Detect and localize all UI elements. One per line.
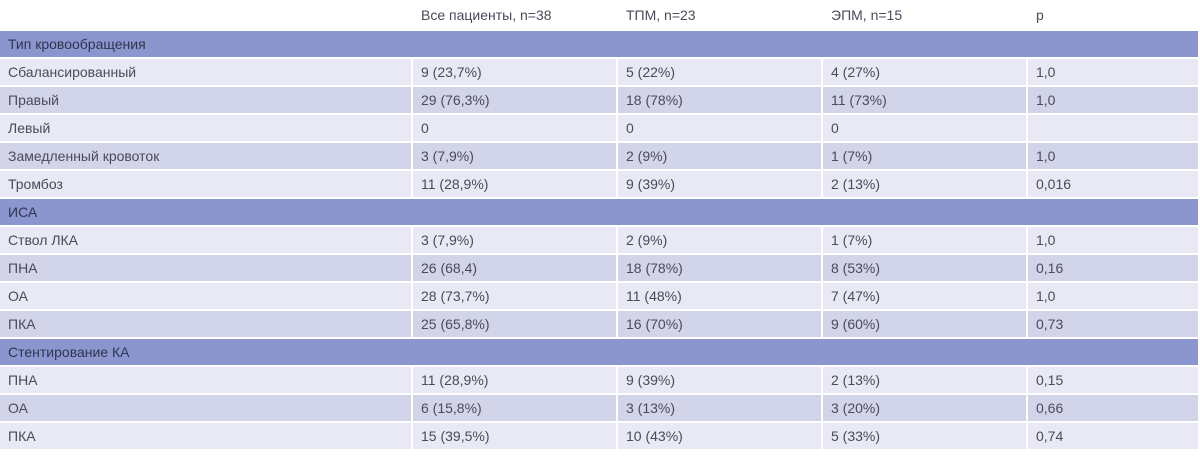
row-label: ПНА [0,255,413,283]
cell-p-value: 1,0 [1028,87,1200,115]
table-row: ПКА 25 (65,8%) 16 (70%) 9 (60%) 0,73 [0,311,1200,339]
table-row: Тромбоз 11 (28,9%) 9 (39%) 2 (13%) 0,016 [0,171,1200,199]
cell-p-value: 0,74 [1028,423,1200,451]
table-row: ПКА 15 (39,5%) 10 (43%) 5 (33%) 0,74 [0,423,1200,451]
row-label: Правый [0,87,413,115]
cell-all-patients: 29 (76,3%) [413,87,618,115]
cell-epm: 7 (47%) [823,283,1028,311]
cell-all-patients: 11 (28,9%) [413,171,618,199]
table-header-row: Все пациенты, n=38 ТПМ, n=23 ЭПМ, n=15 p [0,0,1200,31]
cell-all-patients: 9 (23,7%) [413,59,618,87]
section-header-row: Стентирование КА [0,339,1200,367]
row-label: Замедленный кровоток [0,143,413,171]
cell-epm: 1 (7%) [823,227,1028,255]
cell-tpm: 18 (78%) [618,255,823,283]
row-label: Левый [0,115,413,143]
row-label: ПКА [0,311,413,339]
cell-tpm: 5 (22%) [618,59,823,87]
row-label: Сбалансированный [0,59,413,87]
cell-tpm: 9 (39%) [618,171,823,199]
cell-p-value: 1,0 [1028,59,1200,87]
row-label: ПКА [0,423,413,451]
cell-tpm: 9 (39%) [618,367,823,395]
cell-all-patients: 6 (15,8%) [413,395,618,423]
row-label: ОА [0,283,413,311]
section-header-row: Тип кровообращения [0,31,1200,59]
cell-epm: 3 (20%) [823,395,1028,423]
cell-epm: 2 (13%) [823,367,1028,395]
table-row: ПНА 26 (68,4) 18 (78%) 8 (53%) 0,16 [0,255,1200,283]
cell-p-value [1028,115,1200,143]
table-row: ПНА 11 (28,9%) 9 (39%) 2 (13%) 0,15 [0,367,1200,395]
table-row: Левый 0 0 0 [0,115,1200,143]
cell-all-patients: 25 (65,8%) [413,311,618,339]
table-row: Сбалансированный 9 (23,7%) 5 (22%) 4 (27%) 1… [0,59,1200,87]
cell-all-patients: 15 (39,5%) [413,423,618,451]
table-row: ОА 28 (73,7%) 11 (48%) 7 (47%) 1,0 [0,283,1200,311]
cell-all-patients: 3 (7,9%) [413,143,618,171]
cell-p-value: 1,0 [1028,227,1200,255]
data-table: Все пациенты, n=38 ТПМ, n=23 ЭПМ, n=15 p… [0,0,1200,451]
table-row: ОА 6 (15,8%) 3 (13%) 3 (20%) 0,66 [0,395,1200,423]
cell-tpm: 11 (48%) [618,283,823,311]
cell-all-patients: 28 (73,7%) [413,283,618,311]
header-cell-all-patients: Все пациенты, n=38 [413,0,618,31]
cell-epm: 1 (7%) [823,143,1028,171]
row-label: ПНА [0,367,413,395]
cell-tpm: 10 (43%) [618,423,823,451]
cell-p-value: 0,15 [1028,367,1200,395]
header-cell-p: p [1028,0,1200,31]
header-cell-empty [0,0,413,31]
cell-p-value: 0,73 [1028,311,1200,339]
cell-all-patients: 0 [413,115,618,143]
header-cell-tpm: ТПМ, n=23 [618,0,823,31]
section-title: Стентирование КА [0,339,1200,367]
cell-tpm: 2 (9%) [618,143,823,171]
cell-tpm: 3 (13%) [618,395,823,423]
section-header-row: ИСА [0,199,1200,227]
cell-p-value: 1,0 [1028,143,1200,171]
cell-all-patients: 3 (7,9%) [413,227,618,255]
cell-p-value: 0,66 [1028,395,1200,423]
cell-epm: 0 [823,115,1028,143]
cell-all-patients: 26 (68,4) [413,255,618,283]
row-label: Ствол ЛКА [0,227,413,255]
cell-p-value: 1,0 [1028,283,1200,311]
header-cell-epm: ЭПМ, n=15 [823,0,1028,31]
row-label: ОА [0,395,413,423]
cell-tpm: 18 (78%) [618,87,823,115]
cell-epm: 8 (53%) [823,255,1028,283]
cell-p-value: 0,16 [1028,255,1200,283]
cell-tpm: 2 (9%) [618,227,823,255]
cell-tpm: 16 (70%) [618,311,823,339]
cell-epm: 4 (27%) [823,59,1028,87]
table-row: Ствол ЛКА 3 (7,9%) 2 (9%) 1 (7%) 1,0 [0,227,1200,255]
cell-epm: 9 (60%) [823,311,1028,339]
table-row: Правый 29 (76,3%) 18 (78%) 11 (73%) 1,0 [0,87,1200,115]
cell-epm: 2 (13%) [823,171,1028,199]
cell-epm: 5 (33%) [823,423,1028,451]
cell-all-patients: 11 (28,9%) [413,367,618,395]
row-label: Тромбоз [0,171,413,199]
table-body: Все пациенты, n=38 ТПМ, n=23 ЭПМ, n=15 p… [0,0,1200,451]
section-title: ИСА [0,199,1200,227]
cell-p-value: 0,016 [1028,171,1200,199]
cell-tpm: 0 [618,115,823,143]
section-title: Тип кровообращения [0,31,1200,59]
table-row: Замедленный кровоток 3 (7,9%) 2 (9%) 1 (7%)… [0,143,1200,171]
cell-epm: 11 (73%) [823,87,1028,115]
